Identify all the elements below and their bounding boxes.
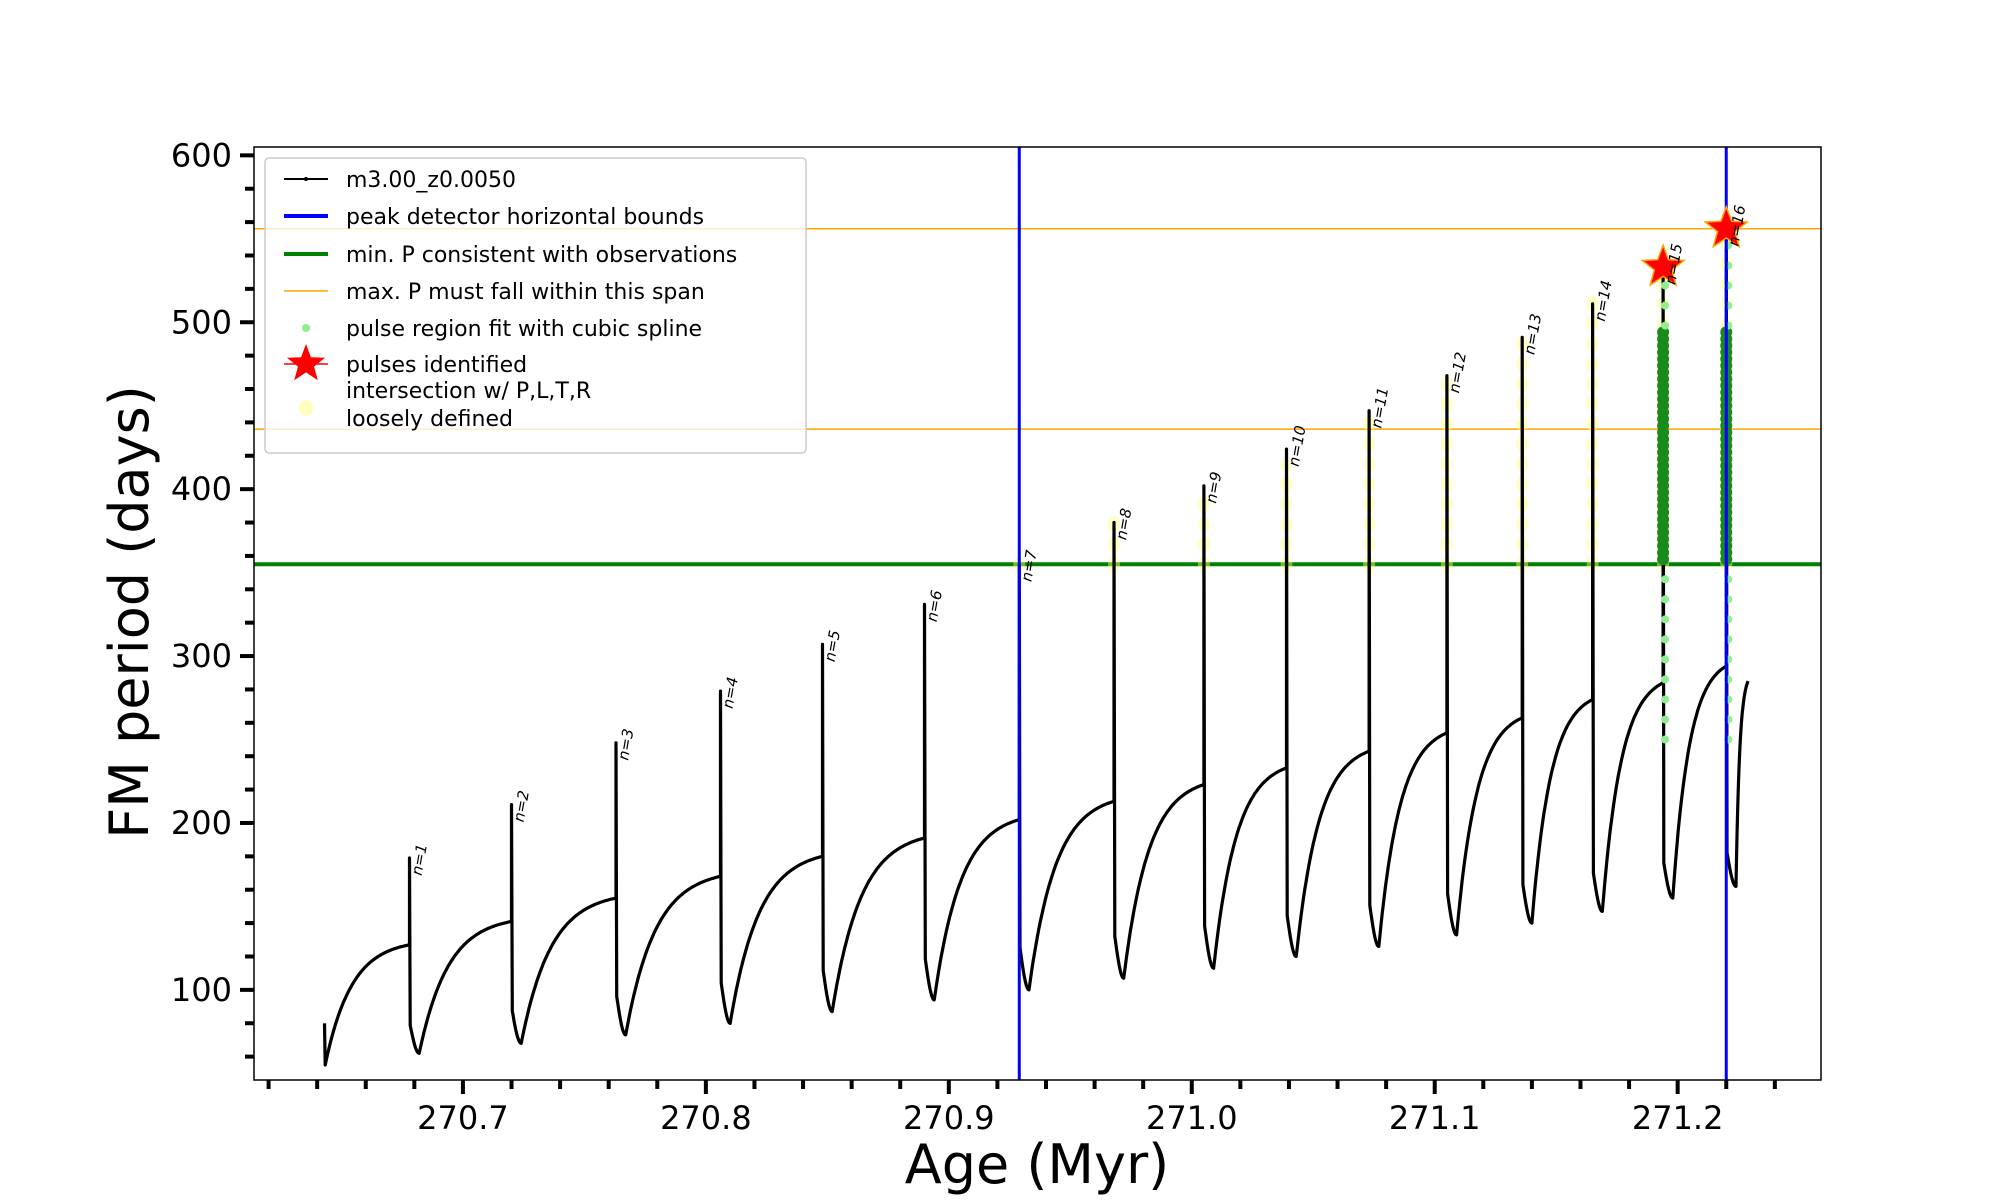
plot-content [254,147,1821,1080]
legend-label: min. P consistent with observations [346,243,737,268]
pulse-label: n=7 [1017,548,1040,583]
pulse-label: n=11 [1367,386,1392,430]
pulse-identified-star [1640,243,1687,287]
spline-point [1661,301,1670,310]
pulse-label: n=6 [923,589,946,623]
spline-point [1661,735,1670,744]
pulse-label: n=12 [1445,351,1470,395]
plot-area: n=1 n=2 n=3 n=4 n=5 n=6 n=7 n=8 n=9 n=10 n=11 n=12 n… [253,146,1822,1081]
legend-star-icon [287,344,325,381]
pulse-identified-star [1703,204,1750,249]
pulse-label: n=8 [1112,507,1135,541]
y-tick-label: 600 [171,136,232,174]
pulse-label: n=14 [1591,279,1616,323]
x-tick-label: 270.7 [417,1099,509,1137]
pulse-label: n=4 [719,676,742,710]
spline-point [1661,695,1670,704]
pulse-label: n=13 [1520,312,1545,356]
spline-point [1661,635,1670,644]
x-tick-label: 270.8 [660,1099,752,1137]
legend-label: loosely defined [346,407,513,432]
legend-label: intersection w/ P,L,T,R [346,379,591,404]
legend-label: max. P must fall within this span [346,280,705,305]
pulse-label: n=2 [510,789,533,823]
spline-point [1661,575,1670,584]
y-tick-label: 500 [171,303,232,341]
spline-point [1661,321,1670,330]
spline-point [1661,715,1670,724]
legend-label: m3.00_z0.0050 [346,168,516,193]
spline-point [1661,615,1670,624]
y-tick-label: 200 [171,804,232,842]
pulse-label: n=3 [614,727,637,761]
legend-label: pulses identified [346,353,527,378]
spline-point [1661,281,1670,290]
y-tick-label: 300 [171,637,232,675]
axis-ticks: 100 200 300 400 500 600 270.7 270.8 270.9 271.0 27… [171,136,1777,1137]
x-tick-label: 271.0 [1146,1099,1238,1137]
spline-point [1661,595,1670,604]
y-tick-label: 400 [171,470,232,508]
legend-dot-swatch [304,177,308,181]
series-line-m3.00_z0.0050 [322,227,1750,1067]
pulse-label: n=9 [1202,470,1225,504]
legend-dot-swatch [299,400,313,416]
x-tick-label: 271.1 [1389,1099,1481,1137]
x-tick-label: 271.2 [1632,1099,1724,1137]
x-axis-label: Age (Myr) [905,1133,1170,1196]
pulse-label: n=5 [821,629,844,663]
spline-point [1661,675,1670,684]
spline-point [1661,655,1670,664]
legend-box [264,157,807,454]
x-tick-label: 270.9 [903,1099,995,1137]
legend-label: pulse region fit with cubic spline [346,317,702,342]
y-axis-label: FM period (days) [98,385,161,839]
pulse-label: n=1 [408,842,431,876]
y-tick-label: 100 [171,971,232,1009]
pulse-label: n=10 [1285,424,1310,468]
legend-label: peak detector horizontal bounds [346,205,704,230]
legend-dot-swatch [302,324,310,332]
axes-frame [253,146,1822,1081]
